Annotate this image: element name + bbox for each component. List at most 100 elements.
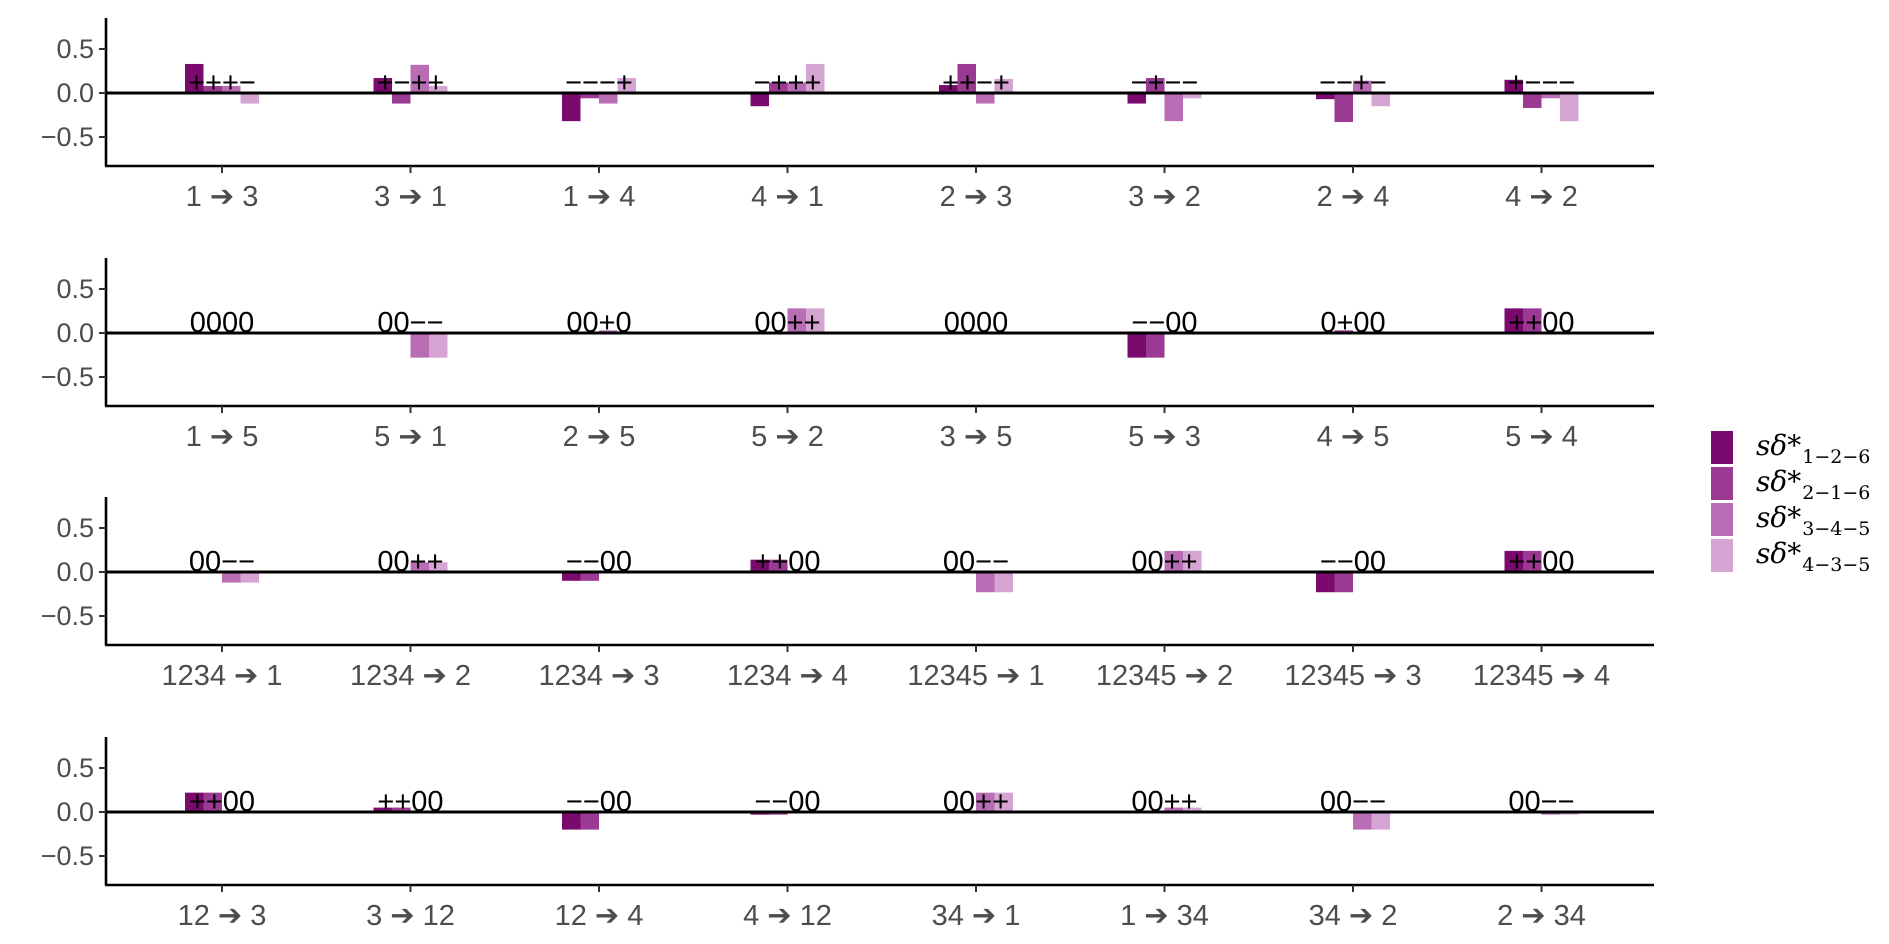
legend-key: [1711, 467, 1733, 500]
y-tick-label: 0.5: [56, 513, 94, 543]
bar: [1164, 550, 1183, 572]
x-tick-label: 12345 ➔ 2: [1096, 660, 1233, 692]
y-tick-label: 0.0: [56, 318, 94, 348]
bar: [787, 308, 806, 333]
sign-label: +++−: [188, 67, 256, 99]
x-tick-label: 12345 ➔ 4: [1473, 660, 1610, 692]
bar: [994, 572, 1013, 593]
sign-label: −−+−: [1319, 67, 1387, 99]
bar: [203, 792, 222, 812]
sign-label: 0000: [944, 307, 1009, 339]
bar: [185, 63, 204, 93]
sign-label: 00++: [1131, 786, 1197, 818]
bar: [410, 64, 429, 93]
bar: [240, 93, 259, 104]
x-tick-label: 3 ➔ 1: [374, 181, 447, 213]
bar: [1334, 93, 1353, 123]
bar: [1183, 550, 1202, 572]
x-tick-label: 5 ➔ 2: [751, 421, 824, 453]
x-tick-label: 1 ➔ 3: [186, 181, 259, 213]
bar: [976, 572, 995, 593]
bar: [806, 308, 825, 333]
chart-panels: 0.5 0.0 −0.5 +++− 1 ➔ 3 +−++ 3 ➔ 1 −−−+ 1 ➔ 4 −++…: [41, 18, 1654, 932]
bar: [1560, 93, 1579, 122]
sign-label: 00++: [1131, 546, 1197, 578]
x-tick-label: 1 ➔ 5: [186, 421, 259, 453]
x-tick-label: 1234 ➔ 4: [727, 660, 848, 692]
y-tick-label: 0.5: [56, 274, 94, 304]
x-tick-label: 4 ➔ 2: [1505, 181, 1578, 213]
sign-label: 00−−: [189, 546, 255, 578]
bar: [1504, 79, 1523, 93]
legend-label: sδ*3−4−5: [1756, 501, 1870, 540]
legend-key: [1711, 503, 1733, 536]
bar: [410, 333, 429, 358]
sign-label: 00++: [377, 546, 443, 578]
bar: [1146, 333, 1165, 358]
sign-label: 00−−: [1508, 786, 1574, 818]
x-tick-label: 1234 ➔ 1: [161, 660, 282, 692]
bar: [769, 82, 788, 93]
sign-label: −−00: [566, 786, 632, 818]
bar: [203, 85, 222, 93]
bar: [562, 812, 581, 830]
bar: [392, 807, 411, 812]
x-tick-label: 4 ➔ 1: [751, 181, 824, 213]
sign-label: −−00: [1131, 307, 1197, 339]
legend-key: [1711, 431, 1733, 464]
bar: [599, 93, 618, 104]
bar: [1523, 308, 1542, 333]
sign-label: −+−−: [1131, 67, 1199, 99]
bar: [1371, 93, 1390, 107]
y-tick-label: −0.5: [41, 841, 94, 871]
bar: [1316, 93, 1335, 100]
sign-label: 00−−: [1320, 786, 1386, 818]
bar: [1183, 807, 1202, 812]
sign-label: 00++: [754, 307, 820, 339]
x-tick-label: 4 ➔ 12: [743, 900, 832, 932]
bar: [185, 792, 204, 812]
bar: [222, 85, 241, 93]
bar: [1523, 93, 1542, 108]
x-tick-label: 2 ➔ 4: [1317, 181, 1390, 213]
sign-label: 00+0: [566, 307, 631, 339]
x-tick-label: 3 ➔ 12: [366, 900, 455, 932]
sign-label: +−++: [377, 67, 445, 99]
x-tick-label: 12 ➔ 3: [178, 900, 267, 932]
sign-label: ++00: [189, 786, 255, 818]
bar: [1164, 807, 1183, 812]
bar: [1316, 572, 1335, 593]
bar: [806, 63, 825, 93]
y-tick-label: −0.5: [41, 601, 94, 631]
bar: [1371, 812, 1390, 830]
sign-label: ++00: [754, 546, 820, 578]
bar: [222, 572, 241, 583]
bar: [787, 82, 806, 93]
x-tick-label: 1234 ➔ 3: [538, 660, 659, 692]
bar: [562, 572, 581, 581]
x-tick-label: 5 ➔ 3: [1128, 421, 1201, 453]
bar: [373, 807, 392, 812]
legend-label: sδ*2−1−6: [1756, 465, 1870, 504]
bar: [939, 85, 958, 93]
sign-label: −−−+: [565, 67, 633, 99]
y-tick-label: 0.5: [56, 753, 94, 783]
bar: [976, 792, 995, 812]
legend-label: sδ*4−3−5: [1756, 537, 1870, 576]
x-tick-label: 1234 ➔ 2: [350, 660, 471, 692]
bar: [1541, 93, 1560, 99]
bar: [1353, 812, 1372, 830]
x-tick-label: 12345 ➔ 3: [1284, 660, 1421, 692]
bar: [410, 562, 429, 572]
bar: [1146, 78, 1165, 93]
bar: [1127, 93, 1146, 104]
x-tick-label: 3 ➔ 5: [940, 421, 1013, 453]
sign-label: ++00: [1508, 307, 1574, 339]
x-tick-label: 12 ➔ 4: [555, 900, 644, 932]
bar: [580, 572, 599, 581]
panel-1: 0.5 0.0 −0.5 +++− 1 ➔ 3 +−++ 3 ➔ 1 −−−+ 1 ➔ 4 −++…: [41, 18, 1654, 213]
panel-4: 0.5 0.0 −0.5 ++00 12 ➔ 3 ++00 3 ➔ 12 −−00 12 ➔ 4…: [41, 737, 1654, 932]
sign-label: +−−−: [1508, 67, 1576, 99]
bar: [1127, 333, 1146, 358]
legend: sδ*1−2−6sδ*2−1−6sδ*3−4−5sδ*4−3−5: [1711, 429, 1870, 576]
